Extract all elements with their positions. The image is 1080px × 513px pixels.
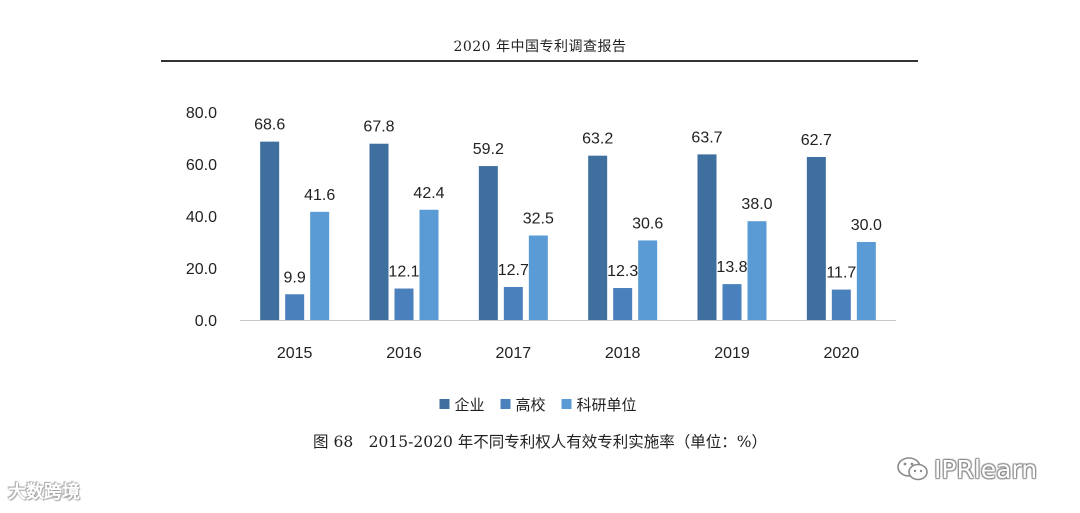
- watermark-left-text: 大数跨境: [8, 482, 80, 503]
- bar-高校-2018: [613, 288, 633, 320]
- x-tick-label: 2018: [605, 345, 641, 362]
- bar-企业-2016: [369, 143, 389, 320]
- bar-高校-2016: [394, 288, 414, 320]
- bar-科研单位-2020: [856, 242, 876, 320]
- y-tick-label: 20.0: [186, 261, 217, 278]
- x-tick-label: 2016: [386, 345, 422, 362]
- legend-label: 科研单位: [577, 396, 637, 414]
- bar-高校-2019: [722, 284, 742, 320]
- header-divider: [161, 60, 918, 62]
- wechat-icon: [897, 457, 928, 481]
- bar-高校-2017: [503, 286, 523, 320]
- y-tick-label: 40.0: [186, 209, 217, 226]
- legend-label: 高校: [516, 396, 546, 414]
- data-label: 30.6: [632, 215, 663, 232]
- bar-企业-2015: [260, 141, 280, 320]
- x-tick-label: 2020: [824, 345, 860, 362]
- x-tick-label: 2015: [277, 345, 313, 362]
- data-label: 63.7: [691, 129, 722, 146]
- data-label: 12.7: [498, 262, 529, 279]
- bar-高校-2020: [831, 289, 851, 320]
- data-label: 12.1: [388, 264, 419, 281]
- bar-科研单位-2015: [310, 211, 330, 320]
- report-header-title: 2020 年中国专利调查报告: [453, 39, 627, 55]
- data-label: 38.0: [741, 196, 772, 213]
- legend-label: 企业: [455, 396, 485, 414]
- data-label: 59.2: [473, 141, 504, 158]
- data-label: 68.6: [254, 117, 285, 134]
- bar-高校-2015: [285, 294, 305, 320]
- data-label: 41.6: [304, 187, 335, 204]
- chart-caption: 图 68 2015-2020 年不同专利权人有效专利实施率（单位：%）: [313, 433, 767, 451]
- data-label: 63.2: [582, 131, 613, 148]
- data-label: 13.8: [716, 259, 747, 276]
- bar-企业-2017: [478, 166, 498, 320]
- legend-swatch: [561, 399, 572, 409]
- data-label: 67.8: [363, 119, 394, 136]
- legend-swatch: [439, 399, 450, 409]
- y-tick-label: 80.0: [186, 105, 217, 122]
- data-label: 12.3: [607, 263, 638, 280]
- x-tick-label: 2017: [496, 345, 532, 362]
- data-label: 11.7: [826, 265, 856, 282]
- bar-企业-2019: [697, 154, 717, 320]
- watermark-left: 大数跨境: [8, 478, 80, 504]
- watermark-right-text: IPRlearn: [934, 454, 1038, 484]
- data-label: 62.7: [801, 132, 832, 149]
- x-tick-label: 2019: [714, 345, 750, 362]
- data-label: 32.5: [523, 211, 554, 228]
- data-label: 30.0: [851, 217, 882, 234]
- bar-科研单位-2016: [419, 209, 439, 320]
- data-label: 42.4: [413, 185, 444, 202]
- bar-科研单位-2018: [638, 240, 658, 320]
- bar-科研单位-2017: [528, 235, 548, 320]
- bar-科研单位-2019: [747, 221, 767, 320]
- watermark-right: IPRlearn: [896, 452, 1037, 486]
- y-tick-label: 60.0: [186, 157, 217, 174]
- legend-swatch: [500, 399, 511, 409]
- data-label: 9.9: [284, 269, 306, 286]
- bar-企业-2020: [806, 156, 826, 320]
- bar-企业-2018: [588, 155, 608, 320]
- y-tick-label: 0.0: [195, 313, 217, 330]
